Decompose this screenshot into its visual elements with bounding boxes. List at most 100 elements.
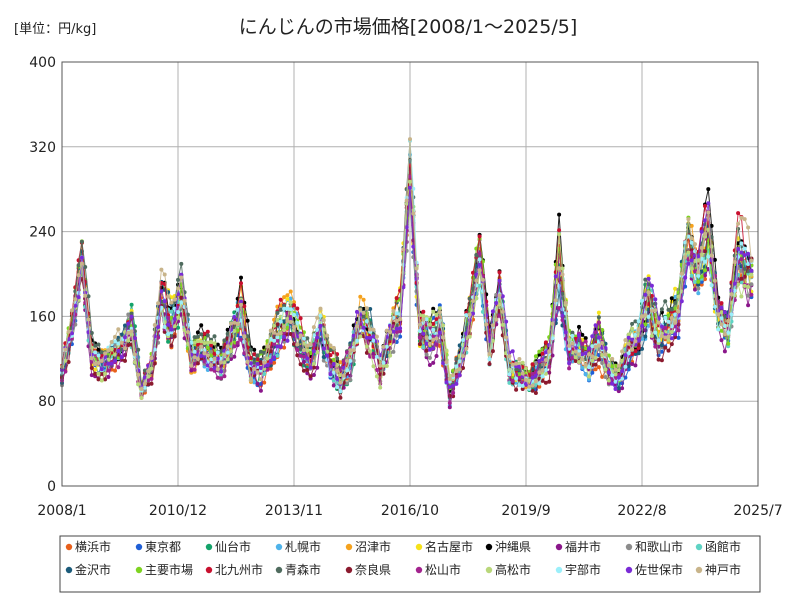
data-point (394, 333, 399, 338)
data-point (431, 346, 436, 351)
data-point (73, 297, 78, 302)
data-point (547, 379, 552, 384)
data-point (169, 309, 174, 314)
data-point (192, 355, 197, 360)
data-point (305, 343, 310, 348)
data-point (663, 322, 668, 327)
unit-label: [単位：円/kg] (14, 21, 96, 37)
data-point (447, 405, 452, 410)
legend-label: 札幌市 (285, 539, 321, 554)
data-point (388, 330, 393, 335)
data-point (301, 368, 306, 373)
data-point (656, 357, 661, 362)
data-point (242, 351, 247, 356)
data-point (202, 331, 207, 336)
data-point (66, 329, 71, 334)
data-point (275, 344, 280, 349)
data-point (596, 335, 601, 340)
data-point (543, 368, 548, 372)
legend-label: 福井市 (565, 539, 601, 554)
data-point (689, 273, 694, 278)
data-point (113, 334, 117, 339)
data-point (454, 357, 459, 361)
data-point (176, 310, 180, 315)
data-point (126, 330, 131, 335)
data-point (719, 305, 724, 310)
data-point (374, 334, 379, 339)
data-point (222, 368, 227, 373)
data-point (540, 357, 545, 362)
data-point (262, 372, 267, 376)
data-point (364, 335, 369, 340)
data-point (719, 338, 724, 343)
data-point (338, 380, 343, 385)
legend-label: 奈良県 (355, 562, 391, 577)
data-point (722, 324, 727, 328)
data-point (195, 342, 200, 347)
data-point (195, 357, 200, 361)
data-point (490, 323, 495, 328)
legend-item: 金沢市 (65, 562, 111, 577)
data-point (321, 355, 326, 359)
data-point (282, 306, 287, 311)
data-point (351, 358, 356, 363)
data-point (719, 301, 724, 306)
data-point (169, 295, 174, 300)
data-point (722, 349, 727, 354)
legend-label: 高松市 (495, 562, 531, 577)
data-point (461, 366, 465, 370)
data-point (497, 313, 502, 318)
data-point (659, 349, 664, 354)
data-point (358, 294, 363, 299)
data-point (437, 306, 442, 311)
data-point (232, 320, 237, 325)
data-point (99, 371, 104, 376)
data-point (252, 352, 257, 357)
data-point (202, 341, 207, 345)
data-point (285, 319, 290, 323)
data-point (540, 378, 545, 383)
data-point (610, 373, 615, 378)
data-point (189, 363, 194, 368)
data-point (195, 361, 200, 366)
data-point (494, 301, 499, 305)
data-point (431, 337, 436, 342)
data-point (507, 380, 512, 385)
legend-item: 東京都 (135, 540, 181, 554)
data-point (567, 366, 572, 371)
data-point (613, 372, 618, 377)
data-point (646, 290, 651, 295)
data-point (248, 347, 253, 352)
data-point (149, 376, 154, 381)
legend-swatch (695, 543, 703, 551)
data-point (573, 349, 578, 354)
data-point (659, 307, 664, 312)
data-point (113, 368, 117, 373)
data-point (229, 349, 233, 354)
data-point (580, 357, 585, 362)
legend-item: 横浜市 (65, 539, 111, 554)
data-point (106, 348, 111, 353)
data-point (742, 217, 747, 222)
data-point (712, 278, 717, 283)
data-point (331, 345, 336, 350)
data-point (182, 298, 187, 303)
data-point (490, 349, 495, 354)
data-point (749, 282, 754, 287)
data-point (726, 330, 731, 335)
data-point (494, 317, 499, 322)
data-point (606, 370, 611, 375)
data-point (106, 368, 111, 373)
data-point (746, 303, 751, 308)
legend-item: 函館市 (695, 539, 741, 554)
data-point (109, 347, 114, 352)
data-point (381, 363, 386, 368)
data-point (235, 328, 240, 333)
data-point (487, 357, 492, 362)
data-point (600, 353, 605, 358)
data-point (285, 293, 290, 298)
data-point (278, 307, 283, 312)
data-point (616, 375, 621, 380)
data-point (663, 325, 668, 330)
legend-item: 札幌市 (275, 539, 321, 554)
